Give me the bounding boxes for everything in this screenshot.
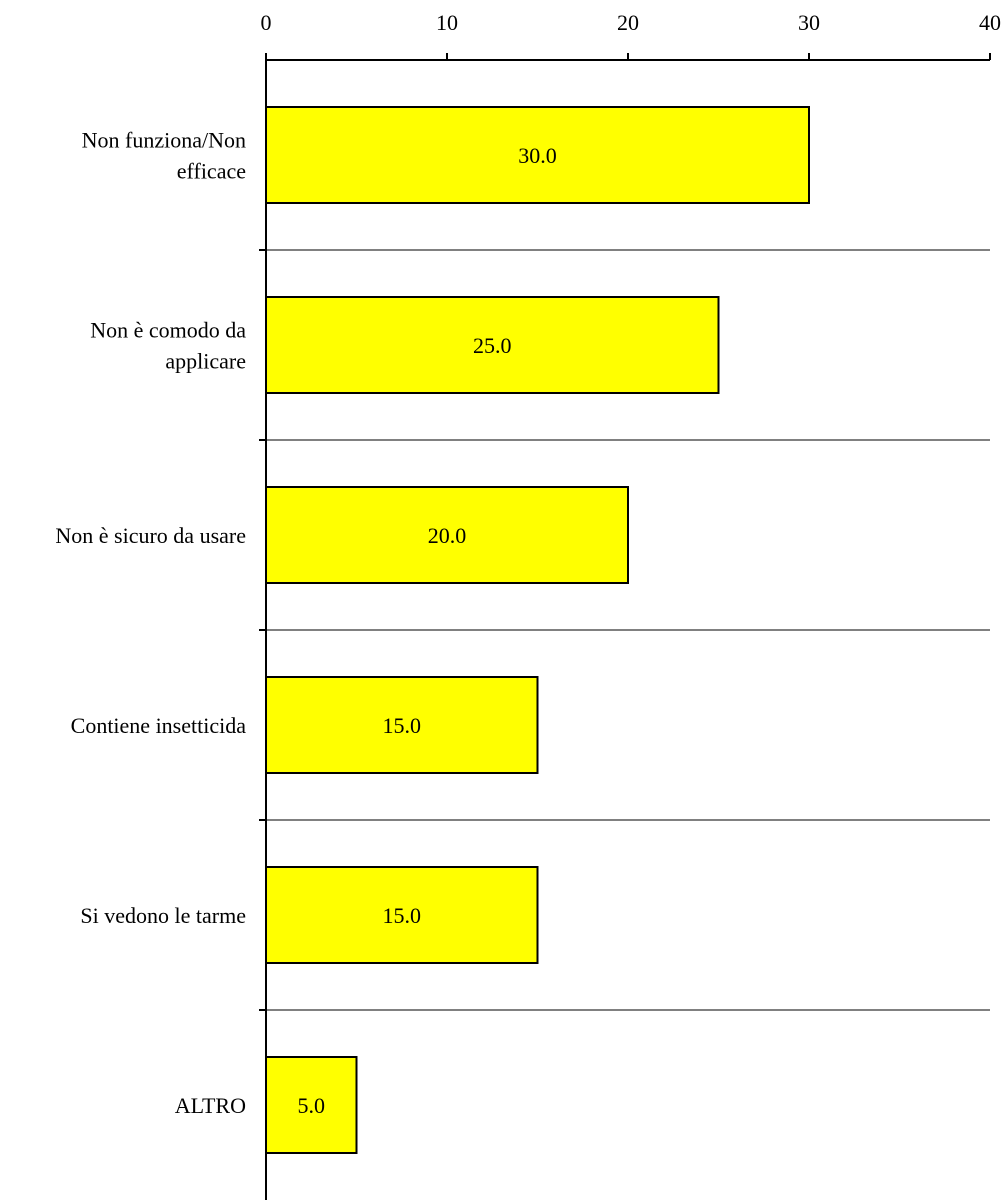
category-label: Non è comodo da applicare bbox=[90, 318, 246, 374]
bars bbox=[265, 106, 810, 1154]
x-tick-label: 10 bbox=[436, 10, 458, 35]
category-label-line: applicare bbox=[165, 349, 246, 374]
x-tick-label: 40 bbox=[979, 10, 1001, 35]
category-label-line: ALTRO bbox=[175, 1093, 246, 1118]
data-label: 25.0 bbox=[473, 333, 512, 358]
category-label-line: Non è sicuro da usare bbox=[55, 523, 246, 548]
category-label: ALTRO bbox=[175, 1093, 246, 1118]
bar bbox=[265, 676, 539, 774]
data-label: 5.0 bbox=[298, 1093, 326, 1118]
data-label: 15.0 bbox=[383, 713, 422, 738]
grid-lines bbox=[266, 249, 990, 1011]
bar bbox=[265, 106, 810, 204]
category-label: Contiene insetticida bbox=[71, 713, 247, 738]
x-tick-label: 30 bbox=[798, 10, 820, 35]
bar bbox=[265, 1056, 358, 1154]
category-label-line: efficace bbox=[177, 159, 246, 184]
data-label: 30.0 bbox=[518, 143, 557, 168]
category-label: Si vedono le tarme bbox=[80, 903, 246, 928]
labels: 0 10 20 30 40 30.0 Non funziona/Non efficace 25.… bbox=[55, 10, 1001, 1118]
axes bbox=[259, 53, 991, 1200]
bar bbox=[265, 486, 629, 584]
category-label: Non è sicuro da usare bbox=[55, 523, 246, 548]
x-tick-label: 20 bbox=[617, 10, 639, 35]
category-label-line: Non è comodo da bbox=[90, 318, 246, 343]
data-label: 15.0 bbox=[383, 903, 422, 928]
bar bbox=[265, 866, 539, 964]
category-label-line: Contiene insetticida bbox=[71, 713, 247, 738]
x-tick-label: 0 bbox=[261, 10, 272, 35]
category-label-line: Si vedono le tarme bbox=[80, 903, 246, 928]
category-label-line: Non funziona/Non bbox=[82, 128, 246, 153]
data-label: 20.0 bbox=[428, 523, 467, 548]
bar bbox=[265, 296, 720, 394]
category-label: Non funziona/Non efficace bbox=[82, 128, 246, 184]
